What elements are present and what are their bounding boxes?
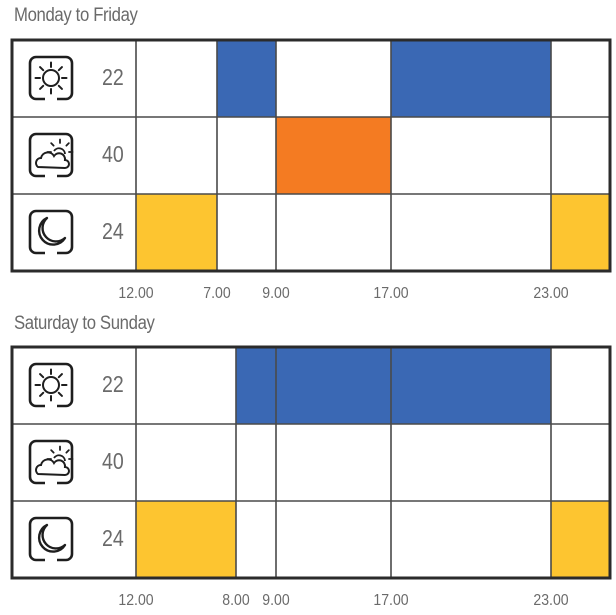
- moon-icon: [28, 209, 74, 255]
- time-tick-label: 9.00: [262, 285, 290, 302]
- time-tick-label: 7.00: [203, 285, 231, 302]
- row-temperature-value: 24: [102, 525, 124, 551]
- time-block-yellow: [551, 194, 610, 271]
- time-block-yellow: [136, 501, 236, 578]
- time-block-blue: [217, 40, 276, 117]
- grid-border: [10, 345, 612, 580]
- row-temperature-value: 24: [102, 218, 124, 244]
- row-temperature-value: 22: [102, 371, 124, 397]
- time-tick-label: 9.00: [262, 592, 290, 609]
- time-block-blue: [391, 40, 551, 117]
- row-temperature-value: 40: [102, 448, 124, 474]
- grid-border: [10, 38, 612, 273]
- cloud-sun-icon: [28, 439, 74, 485]
- time-tick-label: 12.00: [118, 592, 154, 609]
- time-block-yellow: [551, 501, 610, 578]
- time-tick-label: 12.00: [118, 285, 154, 302]
- time-block-blue: [236, 347, 551, 424]
- sun-icon: [28, 362, 74, 408]
- time-tick-label: 23.00: [533, 285, 569, 302]
- time-tick-label: 8.00: [222, 592, 250, 609]
- cloud-sun-icon: [28, 132, 74, 178]
- time-tick-label: 17.00: [373, 285, 409, 302]
- time-block-yellow: [136, 194, 217, 271]
- moon-icon: [28, 516, 74, 562]
- time-tick-label: 23.00: [533, 592, 569, 609]
- panel-title-weekend: Saturday to Sunday: [14, 313, 155, 334]
- panel-title-weekdays: Monday to Friday: [14, 5, 138, 26]
- time-block-orange: [276, 117, 391, 194]
- time-tick-label: 17.00: [373, 592, 409, 609]
- row-temperature-value: 22: [102, 64, 124, 90]
- row-temperature-value: 40: [102, 141, 124, 167]
- sun-icon: [28, 55, 74, 101]
